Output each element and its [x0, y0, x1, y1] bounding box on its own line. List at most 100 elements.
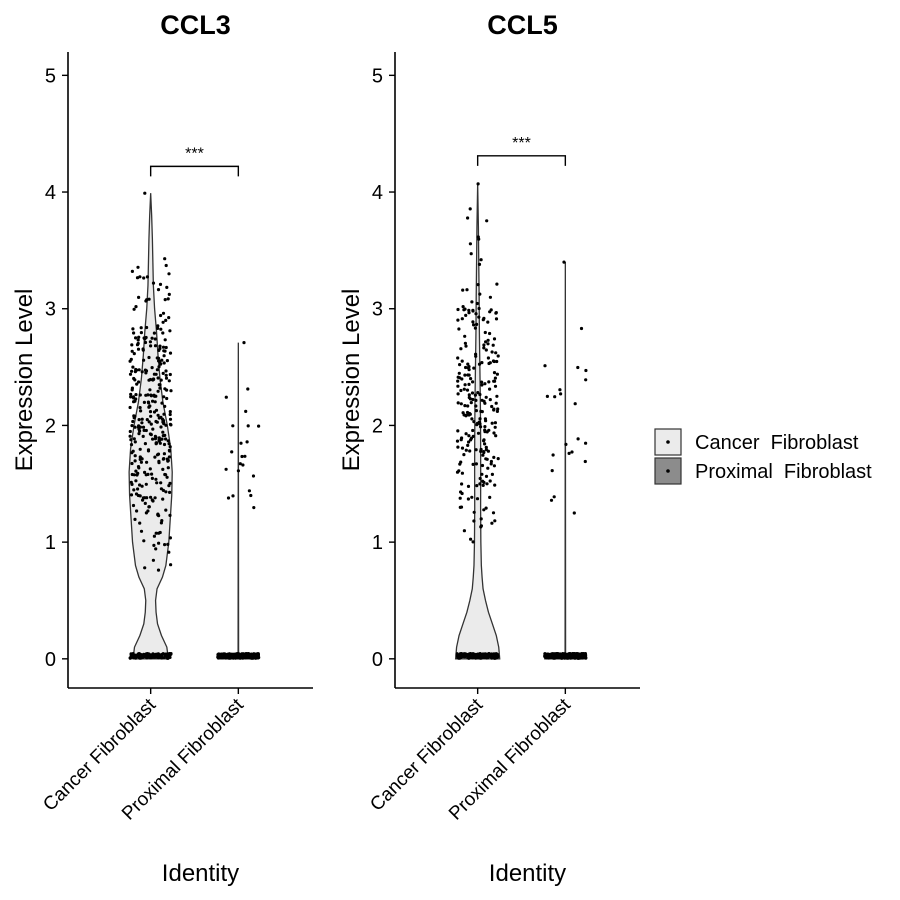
- data-point: [145, 275, 149, 279]
- data-point: [156, 389, 160, 393]
- data-point: [471, 397, 475, 402]
- data-point: [242, 341, 246, 345]
- data-point: [477, 306, 481, 311]
- data-point: [161, 457, 165, 461]
- data-point: [132, 488, 136, 492]
- data-point: [476, 431, 481, 435]
- data-point: [129, 438, 133, 442]
- data-point: [168, 513, 172, 518]
- data-point: [475, 322, 479, 326]
- y-tick-label: 1: [372, 532, 383, 554]
- points-proximal-fibroblast: [543, 260, 588, 660]
- data-point: [484, 340, 488, 344]
- data-point: [142, 276, 146, 280]
- data-point: [494, 434, 498, 438]
- data-point: [163, 257, 167, 261]
- data-point: [467, 440, 471, 444]
- data-point: [129, 395, 133, 399]
- data-point: [584, 368, 588, 373]
- data-point: [478, 476, 482, 481]
- data-point: [160, 358, 164, 362]
- data-point: [133, 378, 137, 382]
- data-point: [164, 437, 168, 441]
- data-point: [130, 369, 134, 373]
- data-point: [159, 378, 163, 382]
- data-point: [168, 536, 172, 540]
- data-point: [157, 459, 161, 463]
- data-point: [163, 543, 167, 547]
- data-point: [464, 344, 468, 348]
- data-point: [458, 496, 462, 500]
- data-point: [486, 342, 490, 346]
- points-cancer-fibroblast: [128, 191, 173, 660]
- data-point: [471, 428, 475, 433]
- data-point: [154, 531, 158, 535]
- data-point: [493, 376, 497, 380]
- data-point: [224, 467, 228, 471]
- data-point: [230, 652, 234, 657]
- data-point: [165, 457, 169, 461]
- data-point: [549, 498, 554, 502]
- data-point: [492, 464, 496, 468]
- data-point: [151, 281, 156, 285]
- data-point: [131, 503, 136, 508]
- data-point: [163, 404, 167, 408]
- data-point: [132, 331, 136, 335]
- data-point: [155, 420, 159, 424]
- significance-bracket: [149, 165, 240, 177]
- data-point: [549, 655, 553, 659]
- data-point: [149, 422, 153, 426]
- data-point: [253, 654, 257, 658]
- data-point: [145, 655, 149, 659]
- data-point: [156, 413, 160, 417]
- data-point: [132, 473, 136, 477]
- data-point: [129, 493, 134, 497]
- data-point: [487, 428, 491, 432]
- data-point: [130, 461, 134, 466]
- data-point: [475, 484, 479, 488]
- data-point: [481, 483, 485, 487]
- data-point: [464, 448, 468, 452]
- data-point: [132, 437, 136, 441]
- data-point: [134, 305, 138, 309]
- data-point: [543, 364, 547, 368]
- data-point: [466, 497, 470, 501]
- data-point: [155, 453, 160, 457]
- data-point: [475, 652, 479, 657]
- data-point: [131, 449, 135, 453]
- data-point: [494, 311, 498, 315]
- data-point: [477, 315, 481, 319]
- data-point: [143, 470, 147, 474]
- data-point: [484, 448, 488, 452]
- data-point: [147, 355, 151, 360]
- data-point: [131, 365, 135, 369]
- data-point: [480, 410, 484, 414]
- data-point: [148, 340, 152, 344]
- legend-key-proximal-fibroblast: [654, 457, 682, 485]
- data-point: [564, 442, 568, 446]
- data-point: [479, 447, 483, 452]
- data-point: [151, 558, 155, 562]
- panel-title: CCL3: [160, 10, 231, 40]
- data-point: [456, 307, 460, 312]
- data-point: [164, 318, 168, 322]
- data-point: [493, 425, 497, 429]
- data-point: [166, 466, 170, 470]
- data-point: [478, 422, 482, 426]
- data-point: [459, 402, 463, 406]
- data-point: [495, 372, 499, 376]
- data-point: [143, 191, 147, 195]
- data-point: [584, 441, 588, 445]
- data-point: [462, 453, 466, 457]
- data-point: [142, 400, 146, 404]
- data-point: [236, 469, 240, 473]
- data-point: [479, 425, 483, 429]
- data-point: [148, 654, 152, 658]
- data-point: [474, 462, 478, 466]
- violin-cancer-fibroblast: [128, 193, 173, 660]
- data-point: [151, 499, 155, 503]
- data-point: [231, 424, 235, 428]
- data-point: [155, 481, 159, 485]
- data-point: [475, 423, 479, 427]
- data-point: [157, 383, 161, 387]
